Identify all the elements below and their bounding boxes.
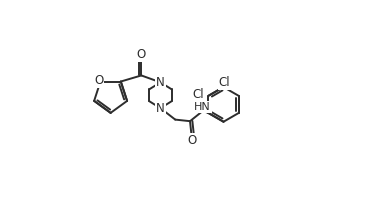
Text: O: O <box>94 74 104 87</box>
Text: N: N <box>156 102 165 115</box>
Text: Cl: Cl <box>192 88 204 101</box>
Text: HN: HN <box>194 102 211 112</box>
Text: Cl: Cl <box>219 76 230 89</box>
Text: O: O <box>137 48 146 61</box>
Text: O: O <box>188 134 197 147</box>
Text: N: N <box>156 76 165 89</box>
